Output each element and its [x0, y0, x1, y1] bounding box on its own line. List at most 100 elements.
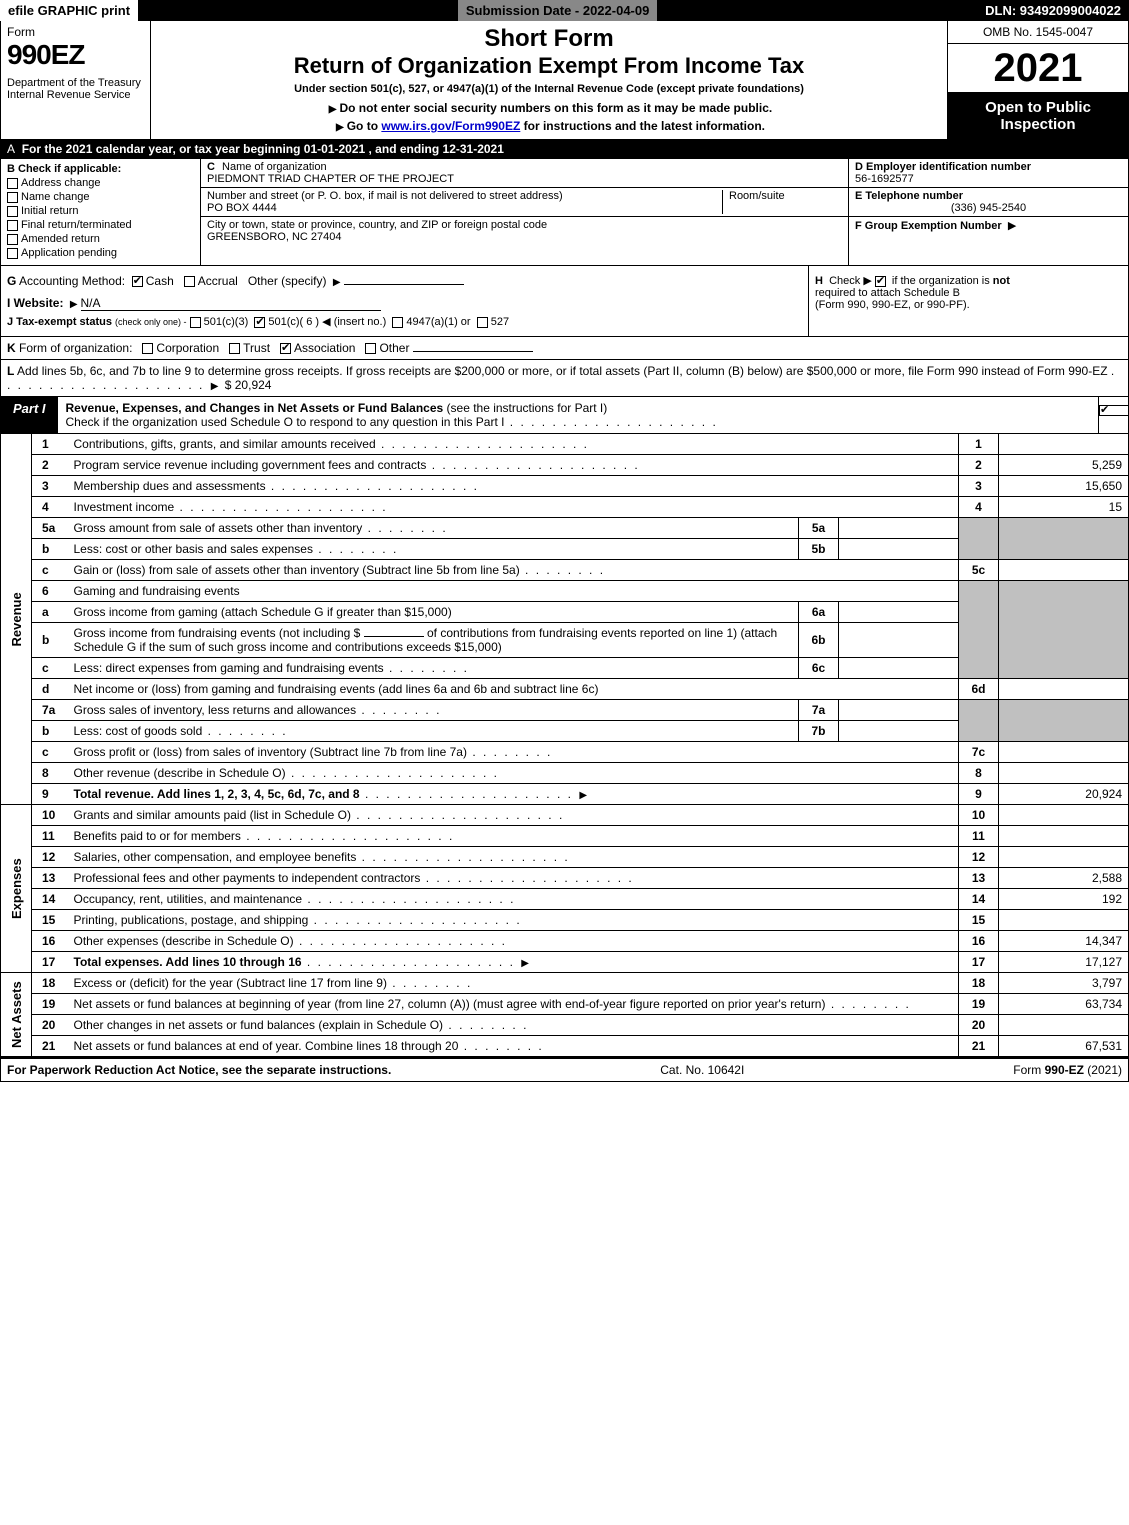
- l11-amt: [999, 826, 1129, 847]
- l13-lnnum: 13: [959, 868, 999, 889]
- h-not: not: [993, 275, 1010, 287]
- chk-accrual[interactable]: [184, 276, 195, 287]
- name-heading: Name of organization: [222, 161, 327, 173]
- tax-year: 2021: [948, 44, 1128, 93]
- part1-title: Revenue, Expenses, and Changes in Net As…: [58, 397, 1098, 433]
- netassets-sidelabel: Net Assets: [1, 973, 32, 1057]
- g-text: Accounting Method:: [19, 274, 125, 288]
- g-cash: Cash: [146, 274, 174, 288]
- l6b-input[interactable]: [364, 636, 424, 637]
- l5ab-grey-amt: [999, 518, 1129, 560]
- l19-num: 19: [32, 994, 68, 1015]
- l8-lnnum: 8: [959, 763, 999, 784]
- h-post: if the organization is: [892, 275, 993, 287]
- part1-schedule-o-chk[interactable]: [1098, 397, 1128, 433]
- l5c-desc: Gain or (loss) from sale of assets other…: [74, 563, 520, 577]
- footer-cat: Cat. No. 10642I: [660, 1063, 744, 1077]
- l10-amt: [999, 805, 1129, 826]
- chk-application-pending[interactable]: Application pending: [7, 247, 194, 259]
- h-right: H Check ▶ if the organization is not req…: [808, 266, 1128, 336]
- chk-other-org[interactable]: [365, 343, 376, 354]
- goto-post: for instructions and the latest informat…: [520, 119, 765, 133]
- opt-name-change: Name change: [21, 191, 90, 203]
- l2-num: 2: [32, 455, 68, 476]
- l18-num: 18: [32, 973, 68, 994]
- chk-527[interactable]: [477, 317, 488, 328]
- l17-desc: Total expenses. Add lines 10 through 16: [74, 955, 302, 969]
- room-suite: Room/suite: [722, 190, 842, 214]
- k-other-input[interactable]: [413, 351, 533, 352]
- l7ab-grey-lnnum: [959, 700, 999, 742]
- chk-501c3[interactable]: [190, 317, 201, 328]
- chk-address-change[interactable]: Address change: [7, 177, 194, 189]
- g-label: G: [7, 274, 16, 288]
- chk-4947[interactable]: [392, 317, 403, 328]
- l1-amt: [999, 434, 1129, 455]
- k-assoc: Association: [294, 341, 355, 355]
- l16-desc: Other expenses (describe in Schedule O): [74, 934, 294, 948]
- irs-link[interactable]: www.irs.gov/Form990EZ: [381, 119, 520, 133]
- k-text: Form of organization:: [19, 341, 132, 355]
- l18-amt: 3,797: [999, 973, 1129, 994]
- l6-desc: Gaming and fundraising events: [68, 581, 959, 602]
- l21-num: 21: [32, 1036, 68, 1057]
- l21-lnnum: 21: [959, 1036, 999, 1057]
- header-right: OMB No. 1545-0047 2021 Open to Public In…: [948, 21, 1128, 139]
- l17-num: 17: [32, 952, 68, 973]
- l21-amt: 67,531: [999, 1036, 1129, 1057]
- line-18: Net Assets 18 Excess or (deficit) for th…: [1, 973, 1129, 994]
- l3-num: 3: [32, 476, 68, 497]
- tel-block: E Telephone number (336) 945-2540: [849, 188, 1128, 217]
- footer-form-post: (2021): [1084, 1063, 1122, 1077]
- j-insert: (insert no.): [334, 316, 387, 328]
- chk-assoc[interactable]: [280, 343, 291, 354]
- group-exemption-block: F Group Exemption Number ▶: [849, 217, 1128, 234]
- revenue-sidelabel: Revenue: [1, 434, 32, 805]
- i-label: I Website:: [7, 296, 63, 310]
- line-15: 15 Printing, publications, postage, and …: [1, 910, 1129, 931]
- l19-desc: Net assets or fund balances at beginning…: [74, 997, 826, 1011]
- g-other-input[interactable]: [344, 284, 464, 285]
- efile-label: efile GRAPHIC print: [0, 0, 138, 21]
- l6d-amt: [999, 679, 1129, 700]
- part1-header: Part I Revenue, Expenses, and Changes in…: [0, 397, 1129, 434]
- chk-h[interactable]: [875, 276, 886, 287]
- l7a-desc: Gross sales of inventory, less returns a…: [74, 703, 357, 717]
- l20-amt: [999, 1015, 1129, 1036]
- l12-num: 12: [32, 847, 68, 868]
- l5c-num: c: [32, 560, 68, 581]
- part1-title-bold: Revenue, Expenses, and Changes in Net As…: [66, 401, 444, 415]
- l5b-desc: Less: cost or other basis and sales expe…: [74, 542, 313, 556]
- l14-num: 14: [32, 889, 68, 910]
- line-6d: d Net income or (loss) from gaming and f…: [1, 679, 1129, 700]
- l6b-subamt: [839, 623, 959, 658]
- chk-trust[interactable]: [229, 343, 240, 354]
- l8-num: 8: [32, 763, 68, 784]
- opt-address-change: Address change: [21, 177, 101, 189]
- line-a: A For the 2021 calendar year, or tax yea…: [0, 140, 1129, 159]
- l6d-lnnum: 6d: [959, 679, 999, 700]
- l2-lnnum: 2: [959, 455, 999, 476]
- l8-desc: Other revenue (describe in Schedule O): [74, 766, 286, 780]
- line-l: L Add lines 5b, 6c, and 7b to line 9 to …: [0, 360, 1129, 397]
- chk-corp[interactable]: [142, 343, 153, 354]
- chk-final-return[interactable]: Final return/terminated: [7, 219, 194, 231]
- form-header: Form 990EZ Department of the Treasury In…: [0, 21, 1129, 140]
- l4-amt: 15: [999, 497, 1129, 518]
- chk-name-change[interactable]: Name change: [7, 191, 194, 203]
- chk-cash[interactable]: [132, 276, 143, 287]
- chk-initial-return[interactable]: Initial return: [7, 205, 194, 217]
- l6-num: 6: [32, 581, 68, 602]
- chk-amended-return[interactable]: Amended return: [7, 233, 194, 245]
- line-7a: 7a Gross sales of inventory, less return…: [1, 700, 1129, 721]
- l-text: Add lines 5b, 6c, and 7b to line 9 to de…: [17, 364, 1108, 378]
- chk-501c[interactable]: [254, 317, 265, 328]
- j-501c3: 501(c)(3): [204, 316, 249, 328]
- l7b-subamt: [839, 721, 959, 742]
- open-to-public: Open to Public Inspection: [948, 93, 1128, 139]
- line-14: 14 Occupancy, rent, utilities, and maint…: [1, 889, 1129, 910]
- l13-desc: Professional fees and other payments to …: [74, 871, 421, 885]
- l6a-num: a: [32, 602, 68, 623]
- website-value: N/A: [81, 296, 381, 311]
- dln: DLN: 93492099004022: [977, 0, 1129, 21]
